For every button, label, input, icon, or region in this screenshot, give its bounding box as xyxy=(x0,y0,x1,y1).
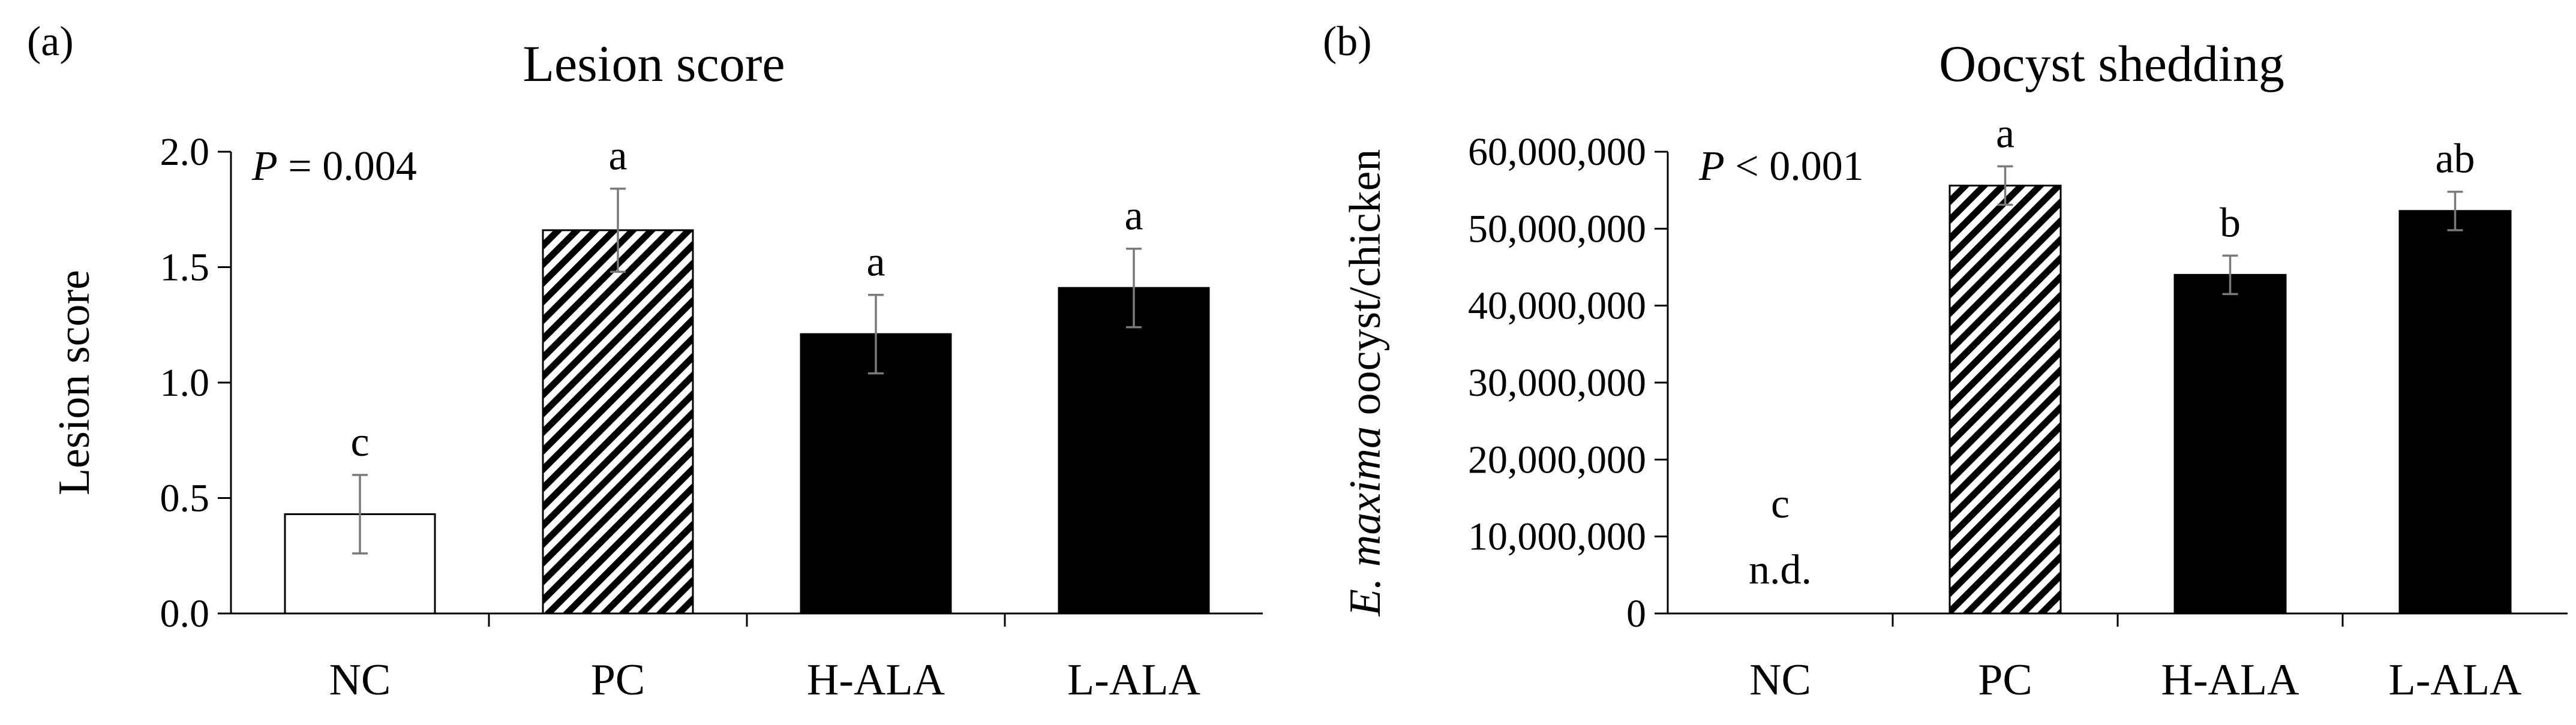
panel-b-oocyst-shedding: (b) Oocyst shedding E. maxima oocyst/chick… xyxy=(1323,19,2568,705)
bar-l-ala xyxy=(2398,210,2512,615)
p-value-symbol: P xyxy=(251,143,278,189)
y-axis-label: E. maxima oocyst/chicken xyxy=(1341,149,1390,617)
panel-label: (a) xyxy=(27,19,74,65)
y-axis-label-text: Lesion score xyxy=(50,270,99,495)
x-tick-label: PC xyxy=(591,655,645,705)
bar-h-ala xyxy=(2173,273,2287,615)
panel-a-lesion-score: (a) Lesion score Lesion score 0.0 0.5 1.0 1.5 2… xyxy=(27,19,1263,705)
y-tick-label: 1.5 xyxy=(160,246,210,290)
significance-letter: c xyxy=(1771,481,1790,527)
error-bar-l-ala xyxy=(2447,190,2463,231)
x-tick-label: L-ALA xyxy=(1067,655,1200,705)
x-tick-label: NC xyxy=(329,655,391,705)
x-tick-label: NC xyxy=(1749,655,1811,705)
significance-letter: a xyxy=(1124,193,1143,239)
significance-letter: a xyxy=(1996,110,2014,157)
significance-letter: a xyxy=(866,239,885,285)
y-axis-label-text: oocyst/chicken xyxy=(1341,149,1390,426)
p-value-text: = 0.004 xyxy=(278,143,417,189)
y-axis-label-species: E. maxima xyxy=(1341,426,1390,617)
x-tick-label: PC xyxy=(1978,655,2032,705)
y-tick-label: 0 xyxy=(1626,592,1646,636)
y-tick-label: 1.0 xyxy=(160,361,210,405)
not-detected-label: n.d. xyxy=(1749,547,1812,593)
bar-pc xyxy=(542,229,694,615)
p-value-text: < 0.001 xyxy=(1725,143,1864,189)
y-tick-label: 40,000,000 xyxy=(1468,284,1646,328)
bar-l-ala xyxy=(1058,287,1210,615)
p-value: P < 0.001 xyxy=(1698,143,1864,189)
y-tick-label: 2.0 xyxy=(160,130,210,174)
chart-title: Oocyst shedding xyxy=(1939,35,2284,92)
x-tick-label: H-ALA xyxy=(807,655,945,705)
x-tick-label: L-ALA xyxy=(2389,655,2522,705)
significance-letter: b xyxy=(2220,200,2241,246)
chart-title: Lesion score xyxy=(523,35,785,92)
bar-h-ala xyxy=(800,333,952,615)
y-tick-label: 0.5 xyxy=(160,477,210,521)
panel-label: (b) xyxy=(1323,19,1372,65)
bar-pc xyxy=(1948,184,2062,615)
y-tick-label: 10,000,000 xyxy=(1468,515,1646,559)
significance-letter: c xyxy=(350,419,369,465)
y-axis-label: Lesion score xyxy=(50,270,99,495)
p-value: P = 0.004 xyxy=(251,143,417,189)
error-bar-pc xyxy=(1997,165,2013,206)
y-tick-label: 50,000,000 xyxy=(1468,207,1646,251)
significance-letter: ab xyxy=(2435,136,2475,182)
y-tick-label: 60,000,000 xyxy=(1468,130,1646,174)
significance-letter: a xyxy=(608,133,627,179)
error-bar-h-ala xyxy=(2222,254,2238,296)
y-tick-label: 0.0 xyxy=(160,592,210,636)
error-bar-l-ala xyxy=(1126,247,1142,329)
error-bar-h-ala xyxy=(868,293,884,375)
x-tick-label: H-ALA xyxy=(2161,655,2299,705)
error-bar-nc xyxy=(352,474,368,555)
y-tick-label: 20,000,000 xyxy=(1468,438,1646,482)
error-bar-pc xyxy=(610,187,626,273)
p-value-symbol: P xyxy=(1698,143,1725,189)
y-tick-label: 30,000,000 xyxy=(1468,361,1646,405)
